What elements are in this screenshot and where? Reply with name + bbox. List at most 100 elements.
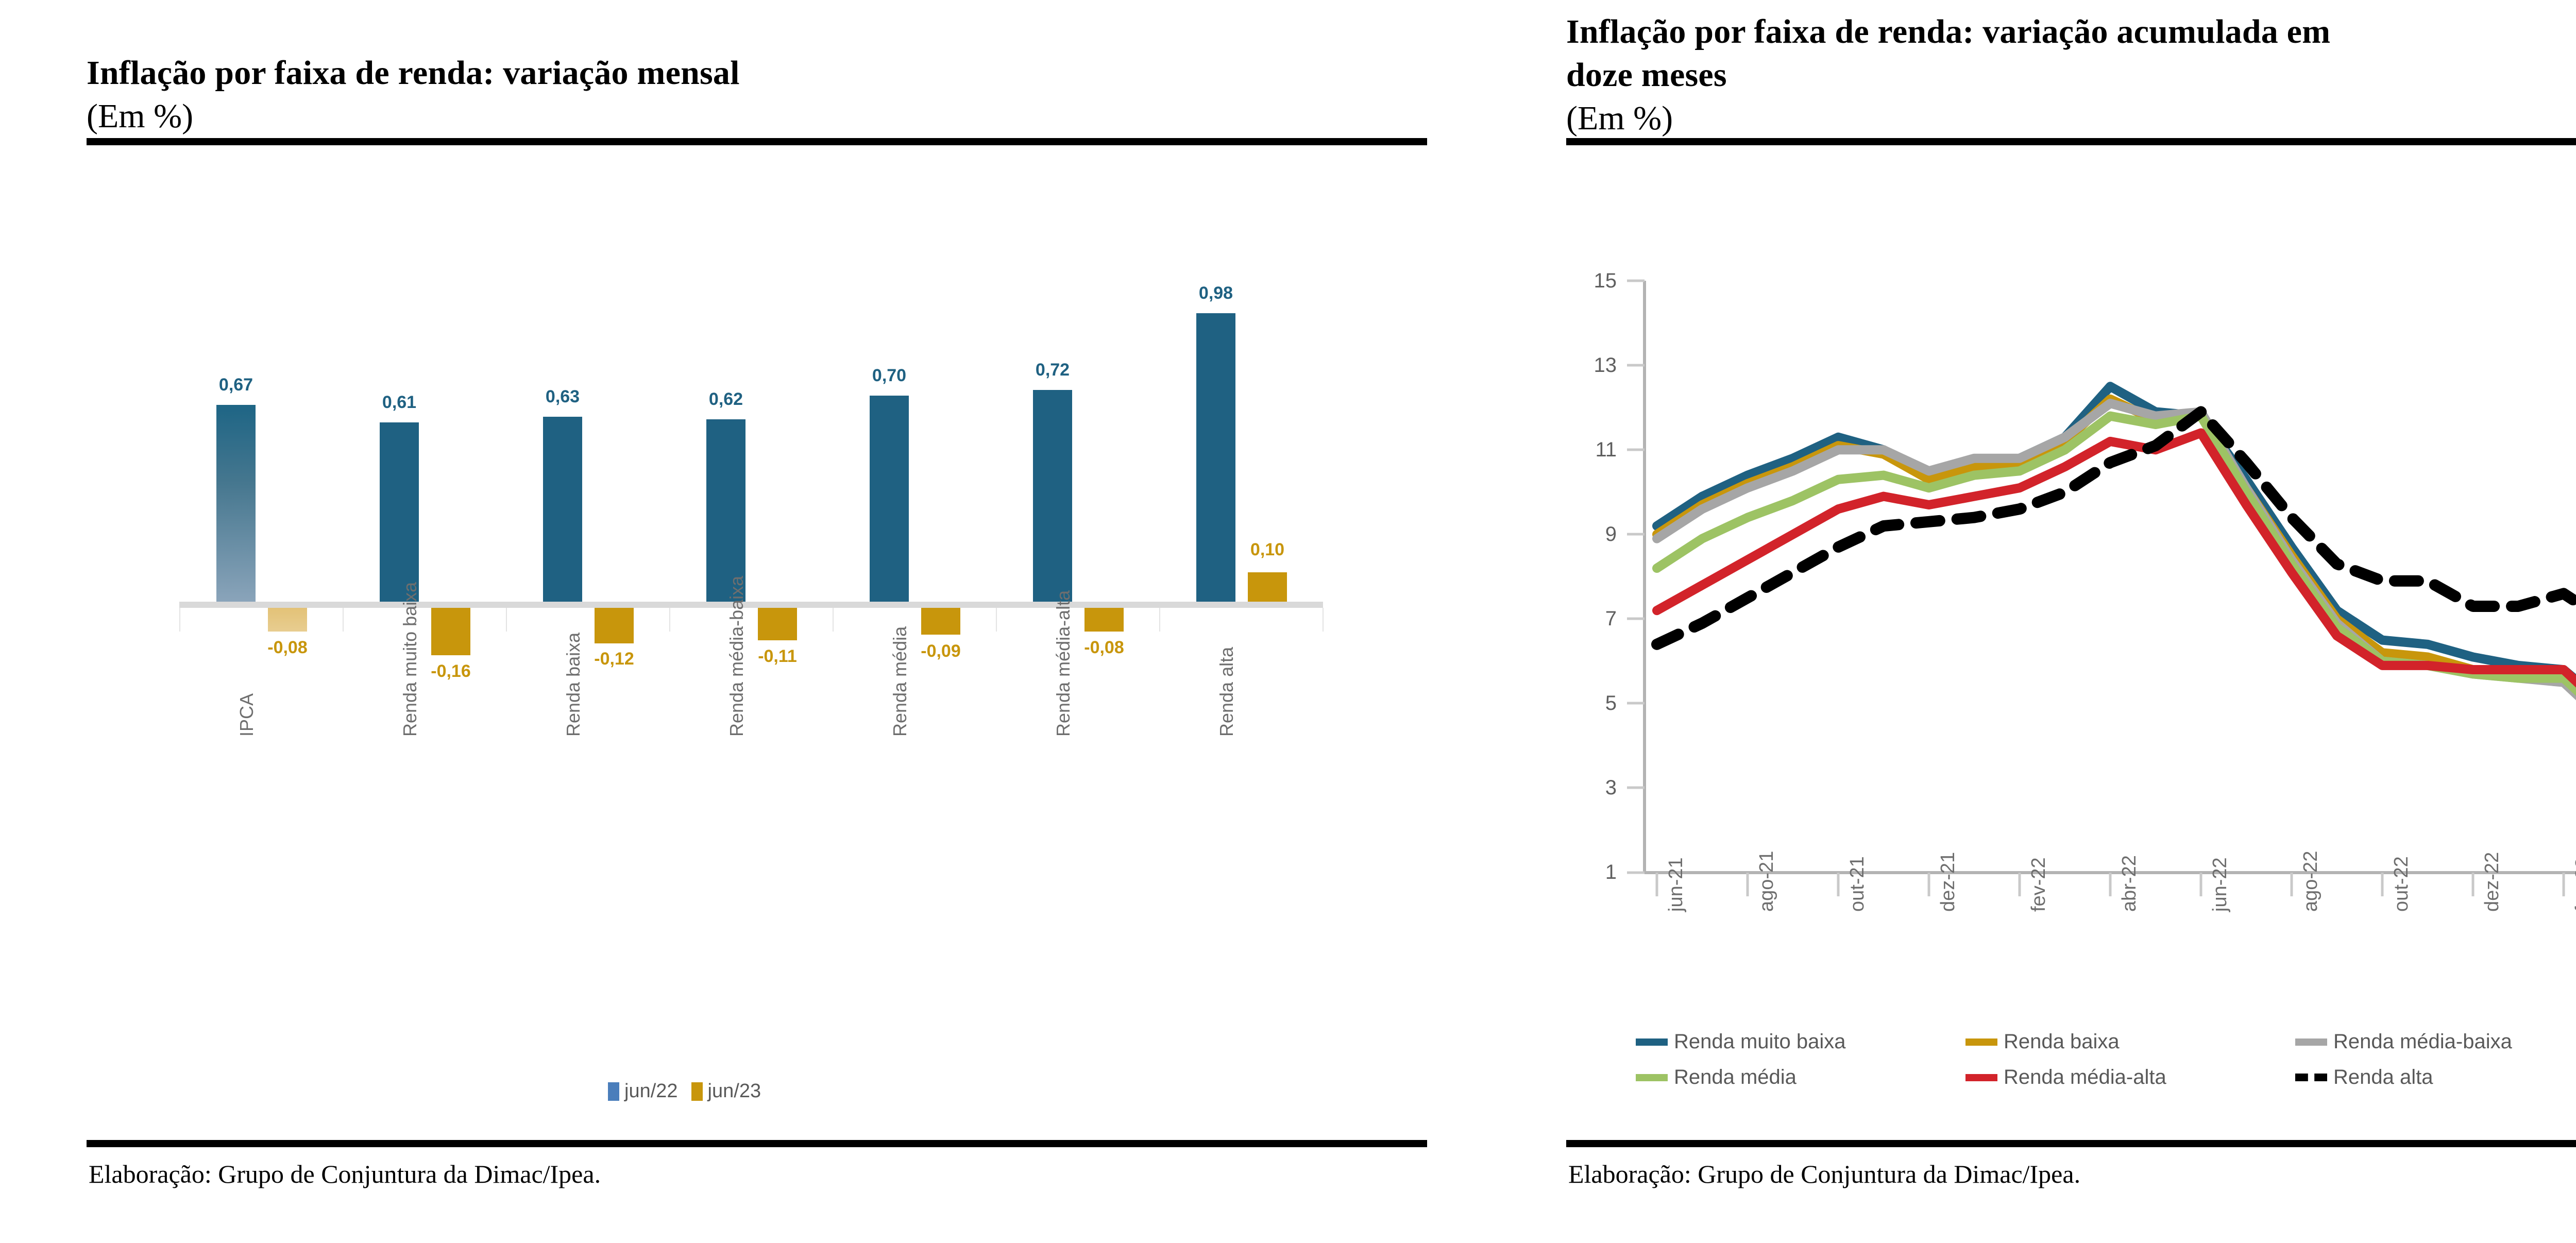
right-title-line3: (Em %) (1566, 99, 1673, 137)
right-chart-panel: Inflação por faixa de renda: variação ac… (1494, 0, 2576, 1243)
bar-category-renda-media: Renda média (889, 626, 910, 737)
legend-item-renda-media-baixa[interactable]: Renda média-baixa (2295, 1030, 2576, 1053)
legend-swatch-renda-media (1636, 1074, 1668, 1081)
legend-swatch-renda-alta (2295, 1074, 2327, 1081)
y-tick-15: 15 (1594, 269, 1617, 292)
bar-label-jun23-renda-media: -0,09 (921, 641, 961, 661)
legend-item-renda-media-alta[interactable]: Renda média-alta (1965, 1066, 2295, 1089)
legend-item-renda-media[interactable]: Renda média (1636, 1066, 1965, 1089)
y-tick-5: 5 (1605, 692, 1617, 714)
legend-label-renda-media-baixa: Renda média-baixa (2333, 1030, 2512, 1053)
right-title-rule (1566, 138, 2576, 145)
bar-jun23-ipca[interactable] (268, 608, 307, 632)
bar-category-renda-alta: Renda alta (1216, 646, 1237, 737)
bar-category-renda-media-alta: Renda média-alta (1053, 590, 1074, 737)
left-chart-panel: Inflação por faixa de renda: variação me… (87, 52, 1427, 1188)
legend-label-renda-baixa: Renda baixa (2004, 1030, 2120, 1053)
category-divider (506, 608, 507, 632)
left-chart-title: Inflação por faixa de renda: variação me… (87, 52, 1333, 138)
legend-label-jun23: jun/23 (707, 1080, 761, 1102)
bar-label-jun23-renda-muito-baixa: -0,16 (431, 661, 471, 681)
line-series-renda-alta (1651, 406, 2576, 650)
x-tick-label-dez-21: dez-21 (1937, 852, 1959, 912)
legend-item-jun23[interactable]: jun/23 (691, 1080, 761, 1102)
bar-jun22-renda-media-alta[interactable] (1033, 390, 1072, 602)
right-title-line1: Inflação por faixa de renda: variação ac… (1566, 13, 2331, 50)
bar-label-jun23-ipca: -0,08 (267, 638, 308, 657)
y-tick-1: 1 (1605, 861, 1617, 883)
y-tick-13: 13 (1594, 354, 1617, 377)
legend-label-renda-muito-baixa: Renda muito baixa (1674, 1030, 1846, 1053)
legend-label-renda-media-alta: Renda média-alta (2004, 1066, 2166, 1088)
bar-jun22-renda-media[interactable] (870, 396, 909, 602)
bar-category-renda-muito-baixa: Renda muito baixa (399, 582, 420, 737)
bar-zero-baseline (179, 602, 1323, 608)
legend-swatch-renda-media-alta (1965, 1074, 1997, 1081)
legend-label-renda-alta: Renda alta (2333, 1066, 2433, 1088)
x-tick-label-jun-22: jun-22 (2209, 857, 2231, 912)
y-tick-3: 3 (1605, 776, 1617, 799)
bar-jun23-renda-baixa[interactable] (595, 608, 634, 643)
bar-jun22-renda-baixa[interactable] (543, 417, 582, 602)
bar-jun22-renda-alta[interactable] (1196, 313, 1235, 602)
bar-jun23-renda-media-baixa[interactable] (758, 608, 797, 640)
bar-jun23-renda-media[interactable] (921, 608, 960, 635)
line-series-group (1651, 382, 2576, 701)
category-divider (1159, 608, 1160, 632)
bar-jun22-renda-media-baixa[interactable] (706, 419, 745, 602)
legend-swatch-renda-media-baixa (2295, 1038, 2327, 1046)
legend-swatch-jun23 (691, 1082, 703, 1101)
legend-item-jun22[interactable]: jun/22 (608, 1080, 678, 1102)
left-source-rule (87, 1140, 1427, 1147)
bar-jun23-renda-alta[interactable] (1248, 572, 1287, 602)
left-title-rule (87, 138, 1427, 145)
y-axis-ticks (1627, 279, 1645, 874)
x-tick-label-ago-22: ago-22 (2300, 850, 2321, 912)
legend-swatch-renda-baixa (1965, 1038, 1997, 1046)
legend-item-renda-baixa[interactable]: Renda baixa (1965, 1030, 2295, 1053)
y-tick-9: 9 (1605, 523, 1617, 546)
x-tick-label-fev-22: fev-22 (2028, 857, 2049, 912)
left-title-line2: (Em %) (87, 97, 194, 135)
left-title-line1: Inflação por faixa de renda: variação me… (87, 54, 740, 92)
right-source-rule (1566, 1140, 2576, 1147)
bar-label-jun22-renda-alta: 0,98 (1198, 283, 1233, 303)
x-tick-label-ago-21: ago-21 (1756, 850, 1777, 912)
legend-item-renda-muito-baixa[interactable]: Renda muito baixa (1636, 1030, 1965, 1053)
bar-jun23-renda-media-alta[interactable] (1084, 608, 1124, 632)
bar-label-jun22-renda-baixa: 0,63 (545, 387, 580, 406)
bar-label-jun23-renda-baixa: -0,12 (594, 649, 634, 669)
bar-label-jun22-renda-media-baixa: 0,62 (708, 389, 743, 409)
legend-swatch-jun22 (608, 1082, 619, 1101)
legend-item-renda-alta[interactable]: Renda alta (2295, 1066, 2576, 1089)
bar-chart-plot: 0,67 -0,08 0,61 -0,16 0,63 -0,12 0,62 -0… (87, 155, 1427, 1030)
line-chart-legend: Renda muito baixa Renda baixa Renda médi… (1636, 1030, 2576, 1089)
x-tick-label-dez-22: dez-22 (2481, 852, 2503, 912)
left-chart-source: Elaboração: Grupo de Conjuntura da Dimac… (89, 1160, 601, 1188)
category-divider (343, 608, 344, 632)
bar-chart-legend: jun/22 jun/23 (608, 1080, 761, 1102)
bar-label-jun22-renda-media: 0,70 (872, 366, 907, 385)
bar-category-ipca: IPCA (236, 693, 257, 737)
y-tick-11: 11 (1595, 438, 1617, 461)
category-divider (833, 608, 834, 632)
legend-label-renda-media: Renda média (1674, 1066, 1797, 1088)
bar-jun22-ipca[interactable] (216, 405, 256, 602)
category-divider (179, 608, 180, 632)
bar-label-jun22-renda-media-alta: 0,72 (1035, 360, 1070, 380)
x-axis-ticks (1655, 873, 2565, 896)
x-tick-label-jun-21: jun-21 (1665, 857, 1687, 912)
bar-category-renda-baixa: Renda baixa (563, 632, 584, 737)
line-chart-svg (1627, 279, 2576, 896)
x-tick-label-fev-23: fev-23 (2572, 857, 2576, 912)
x-tick-label-out-21: out-21 (1846, 856, 1868, 912)
bar-label-jun23-renda-media-alta: -0,08 (1084, 638, 1124, 657)
bar-jun23-renda-muito-baixa[interactable] (431, 608, 470, 655)
bar-label-jun22-ipca: 0,67 (218, 375, 253, 395)
bar-category-renda-media-baixa: Renda média-baixa (726, 575, 747, 737)
legend-label-jun22: jun/22 (624, 1080, 678, 1102)
bar-jun22-renda-muito-baixa[interactable] (380, 422, 419, 602)
bar-label-jun22-renda-muito-baixa: 0,61 (382, 393, 417, 412)
x-tick-label-out-22: out-22 (2391, 856, 2412, 912)
